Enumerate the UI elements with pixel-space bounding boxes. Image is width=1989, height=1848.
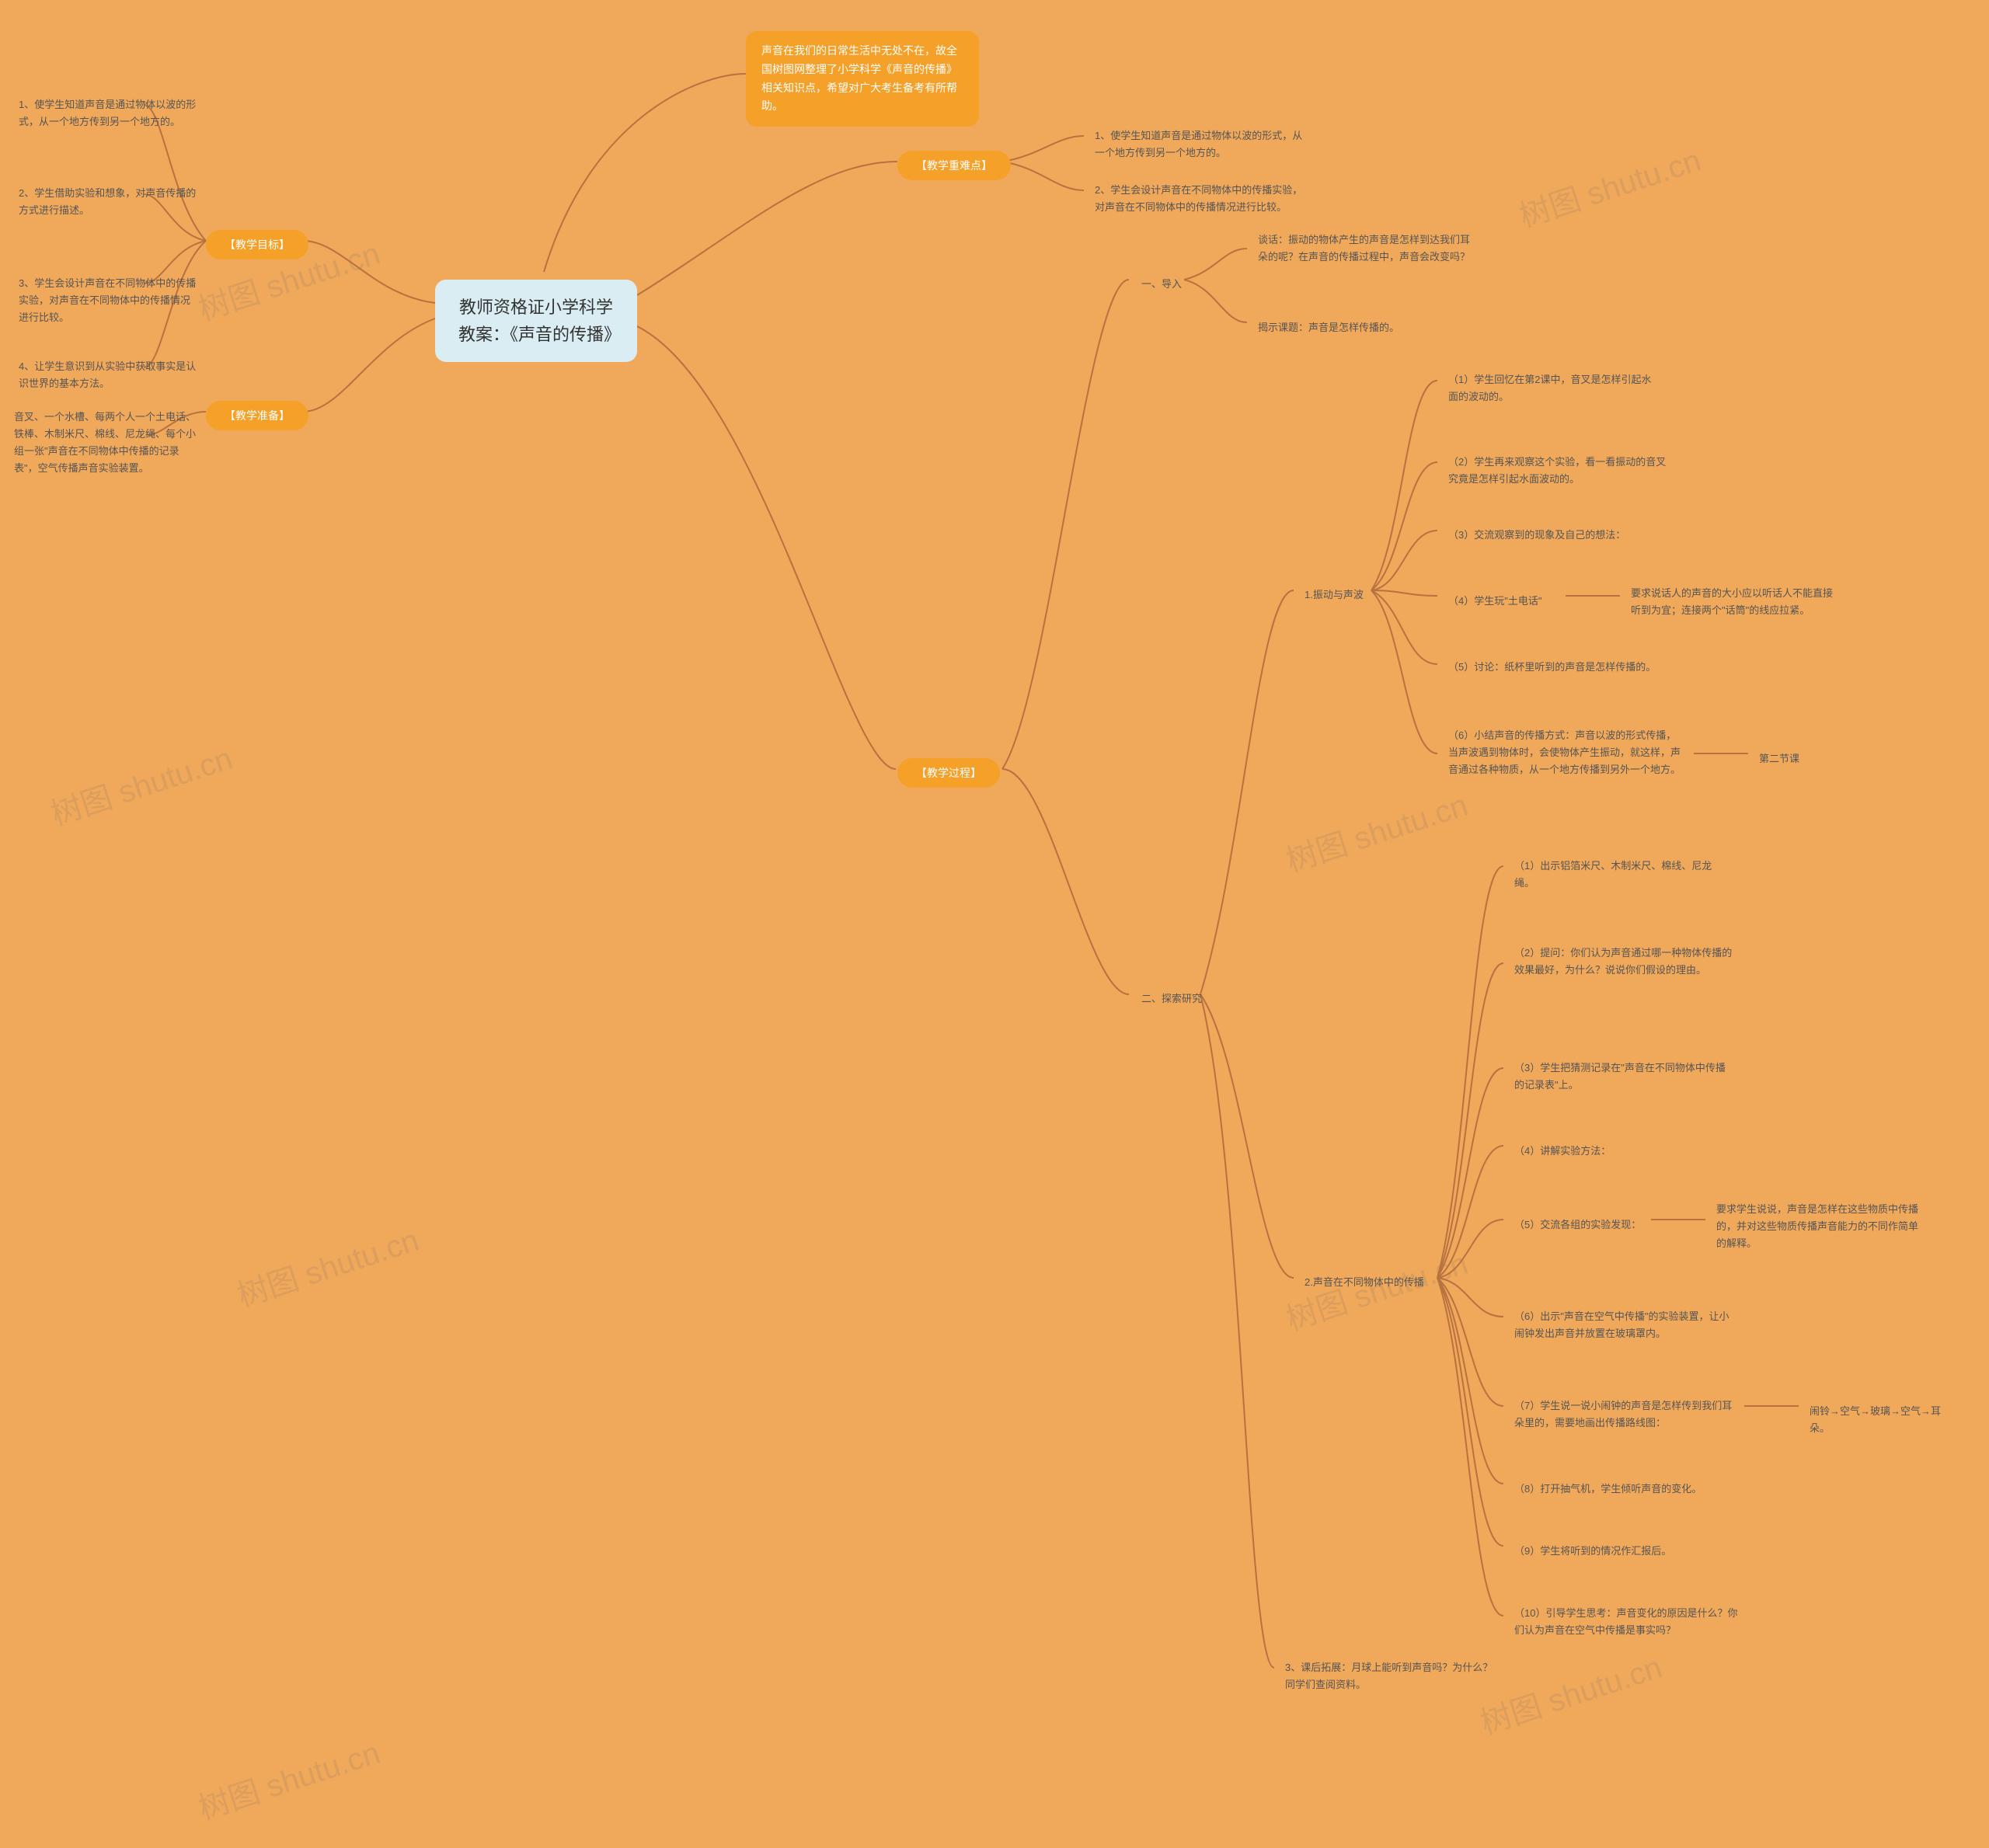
sub1-item2-text: （2）学生再来观察这个实验，看一看振动的音叉究竟是怎样引起水面波动的。	[1448, 456, 1666, 485]
section-prepare: 【教学准备】	[206, 401, 308, 430]
watermark: 树图 shutu.cn	[231, 1215, 423, 1316]
objective-3-text: 3、学生会设计声音在不同物体中的传播实验，对声音在不同物体中的传播情况进行比较。	[19, 277, 196, 323]
sub1-item1-text: （1）学生回忆在第2课中，音叉是怎样引起水面的波动的。	[1448, 374, 1651, 402]
objective-1-text: 1、使学生知道声音是通过物体以波的形式，从一个地方传到另一个地方的。	[19, 99, 196, 127]
sub1-item3: （3）交流观察到的现象及自己的想法：	[1437, 522, 1678, 548]
sub1-item3-text: （3）交流观察到的现象及自己的想法：	[1448, 529, 1625, 541]
keypoint-1: 1、使学生知道声音是通过物体以波的形式，从一个地方传到另一个地方的。	[1084, 123, 1317, 166]
connector-layer	[0, 0, 1989, 1848]
sub2-item1-text: （1）出示铝箔米尺、木制米尺、棉线、尼龙绳。	[1514, 860, 1712, 889]
intro-text: 声音在我们的日常生活中无处不在，故全国树图网整理了小学科学《声音的传播》相关知识…	[761, 44, 957, 112]
watermark: 树图 shutu.cn	[1474, 1642, 1667, 1743]
sub2-item10-text: （10）引导学生思考：声音变化的原因是什么？你们认为声音在空气中传播是事实吗？	[1514, 1607, 1737, 1636]
sub1-item1: （1）学生回忆在第2课中，音叉是怎样引起水面的波动的。	[1437, 367, 1670, 410]
objective-2-text: 2、学生借助实验和想象，对声音传播的方式进行描述。	[19, 187, 196, 216]
sub2-item3: （3）学生把猜测记录在"声音在不同物体中传播的记录表"上。	[1503, 1055, 1736, 1098]
section-keypoint: 【教学重难点】	[897, 151, 1011, 180]
section-keypoint-label: 【教学重难点】	[916, 159, 992, 172]
sub2-item5-detail: 要求学生说说，声音是怎样在这些物质中传播的，并对这些物质传播声音能力的不同作简单…	[1705, 1196, 1938, 1257]
root-node: 教师资格证小学科学教案：《声音的传播》	[435, 280, 637, 362]
process-p1-item1: 谈话：振动的物体产生的声音是怎样到达我们耳朵的呢？在声音的传播过程中，声音会改变…	[1247, 227, 1488, 270]
sub2-item4-text: （4）讲解实验方法：	[1514, 1145, 1611, 1157]
sub2-item9: （9）学生将听到的情况作汇报后。	[1503, 1538, 1744, 1564]
process-p1-item2-text: 揭示课题：声音是怎样传播的。	[1258, 322, 1399, 333]
intro-node: 声音在我们的日常生活中无处不在，故全国树图网整理了小学科学《声音的传播》相关知识…	[746, 31, 979, 127]
sub2-item5-text: （5）交流各组的实验发现：	[1514, 1219, 1641, 1230]
sub2-item9-text: （9）学生将听到的情况作汇报后。	[1514, 1545, 1671, 1557]
process-sub3-text: 3、课后拓展：月球上能听到声音吗？为什么？同学们查阅资料。	[1285, 1662, 1493, 1690]
objective-4-text: 4、让学生意识到从实验中获取事实是认识世界的基本方法。	[19, 360, 196, 389]
section-process-label: 【教学过程】	[916, 767, 981, 779]
process-sub3: 3、课后拓展：月球上能听到声音吗？为什么？同学们查阅资料。	[1274, 1655, 1507, 1698]
sub2-item4: （4）讲解实验方法：	[1503, 1138, 1736, 1164]
keypoint-1-text: 1、使学生知道声音是通过物体以波的形式，从一个地方传到另一个地方的。	[1095, 130, 1302, 158]
sub2-item1: （1）出示铝箔米尺、木制米尺、棉线、尼龙绳。	[1503, 853, 1729, 896]
objective-1: 1、使学生知道声音是通过物体以波的形式，从一个地方传到另一个地方的。	[8, 92, 210, 135]
sub2-item2-text: （2）提问：你们认为声音通过哪一种物体传播的效果最好，为什么？说说你们假设的理由…	[1514, 947, 1732, 976]
sub2-item7-text: （7）学生说一说小闹钟的声音是怎样传到我们耳朵里的，需要地画出传播路线图：	[1514, 1400, 1732, 1429]
process-p2-title: 二、探索研究	[1130, 987, 1213, 1012]
sub2-item6: （6）出示"声音在空气中传播"的实验装置，让小闹钟发出声音并放置在玻璃罩内。	[1503, 1303, 1744, 1347]
sub2-item2: （2）提问：你们认为声音通过哪一种物体传播的效果最好，为什么？说说你们假设的理由…	[1503, 940, 1744, 983]
keypoint-2: 2、学生会设计声音在不同物体中的传播实验，对声音在不同物体中的传播情况进行比较。	[1084, 177, 1317, 221]
process-sub1-title-text: 1.振动与声波	[1305, 589, 1364, 600]
sub1-item6-detail-text: 第二节课	[1759, 753, 1799, 764]
sub1-item4: （4）学生玩"土电话"	[1437, 588, 1569, 614]
sub2-item3-text: （3）学生把猜测记录在"声音在不同物体中传播的记录表"上。	[1514, 1062, 1726, 1091]
sub1-item4-detail: 要求说话人的声音的大小应以听话人不能直接听到为宜；连接两个"话筒"的线应拉紧。	[1620, 580, 1853, 624]
process-sub2-title: 2.声音在不同物体中的传播	[1294, 1270, 1435, 1296]
watermark: 树图 shutu.cn	[192, 1728, 385, 1829]
prepare-text: 音叉、一个水槽、每两个人一个土电话、铁棒、木制米尺、棉线、尼龙绳、每个小组一张"…	[3, 404, 213, 482]
sub1-item4-detail-text: 要求说话人的声音的大小应以听话人不能直接听到为宜；连接两个"话筒"的线应拉紧。	[1631, 587, 1833, 616]
process-p1-item1-text: 谈话：振动的物体产生的声音是怎样到达我们耳朵的呢？在声音的传播过程中，声音会改变…	[1258, 234, 1470, 263]
sub2-item6-text: （6）出示"声音在空气中传播"的实验装置，让小闹钟发出声音并放置在玻璃罩内。	[1514, 1310, 1729, 1339]
section-objective-label: 【教学目标】	[225, 238, 290, 251]
process-sub1-title: 1.振动与声波	[1294, 583, 1374, 608]
process-p2-title-text: 二、探索研究	[1141, 993, 1202, 1004]
root-title: 教师资格证小学科学教案：《声音的传播》	[458, 298, 621, 344]
sub2-item7-detail-text: 闹铃→空气→玻璃→空气→耳朵。	[1810, 1405, 1941, 1434]
sub2-item7-detail: 闹铃→空气→玻璃→空气→耳朵。	[1799, 1398, 1970, 1442]
process-p1-title: 一、导入	[1130, 272, 1193, 298]
sub1-item2: （2）学生再来观察这个实验，看一看振动的音叉究竟是怎样引起水面波动的。	[1437, 449, 1678, 492]
watermark: 树图 shutu.cn	[1280, 780, 1472, 881]
objective-3: 3、学生会设计声音在不同物体中的传播实验，对声音在不同物体中的传播情况进行比较。	[8, 270, 210, 331]
watermark: 树图 shutu.cn	[1513, 135, 1705, 236]
sub1-item6-text: （6）小结声音的传播方式：声音以波的形式传播，当声波遇到物体时，会使物体产生振动…	[1448, 729, 1681, 775]
process-p1-item2: 揭示课题：声音是怎样传播的。	[1247, 315, 1488, 341]
sub1-item5-text: （5）讨论：纸杯里听到的声音是怎样传播的。	[1448, 661, 1656, 673]
sub2-item5-detail-text: 要求学生说说，声音是怎样在这些物质中传播的，并对这些物质传播声音能力的不同作简单…	[1716, 1203, 1918, 1249]
section-process: 【教学过程】	[897, 758, 1000, 788]
keypoint-2-text: 2、学生会设计声音在不同物体中的传播实验，对声音在不同物体中的传播情况进行比较。	[1095, 184, 1302, 213]
sub2-item8-text: （8）打开抽气机，学生倾听声音的变化。	[1514, 1483, 1702, 1495]
sub2-item7: （7）学生说一说小闹钟的声音是怎样传到我们耳朵里的，需要地画出传播路线图：	[1503, 1393, 1744, 1436]
sub2-item8: （8）打开抽气机，学生倾听声音的变化。	[1503, 1476, 1744, 1502]
sub2-item5: （5）交流各组的实验发现：	[1503, 1212, 1659, 1238]
process-p1-title-text: 一、导入	[1141, 278, 1182, 290]
process-sub2-title-text: 2.声音在不同物体中的传播	[1305, 1276, 1424, 1288]
objective-4: 4、让学生意识到从实验中获取事实是认识世界的基本方法。	[8, 353, 210, 397]
sub1-item6-detail: 第二节课	[1748, 746, 1826, 772]
sub2-item10: （10）引导学生思考：声音变化的原因是什么？你们认为声音在空气中传播是事实吗？	[1503, 1600, 1752, 1644]
objective-2: 2、学生借助实验和想象，对声音传播的方式进行描述。	[8, 180, 210, 224]
section-objective: 【教学目标】	[206, 230, 308, 259]
prepare-text-content: 音叉、一个水槽、每两个人一个土电话、铁棒、木制米尺、棉线、尼龙绳、每个小组一张"…	[14, 411, 196, 474]
sub1-item4-text: （4）学生玩"土电话"	[1448, 595, 1541, 607]
watermark: 树图 shutu.cn	[44, 733, 237, 834]
sub1-item6: （6）小结声音的传播方式：声音以波的形式传播，当声波遇到物体时，会使物体产生振动…	[1437, 722, 1694, 783]
section-prepare-label: 【教学准备】	[225, 409, 290, 422]
sub1-item5: （5）讨论：纸杯里听到的声音是怎样传播的。	[1437, 654, 1678, 680]
